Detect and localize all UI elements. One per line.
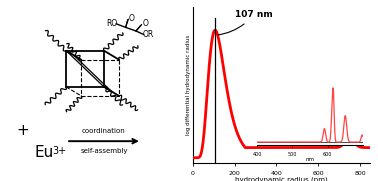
Text: coordination: coordination bbox=[82, 128, 126, 134]
Text: +: + bbox=[16, 123, 29, 138]
Text: Eu: Eu bbox=[34, 145, 53, 159]
Text: O: O bbox=[143, 19, 148, 28]
Text: O: O bbox=[129, 14, 135, 23]
X-axis label: hydrodynamic radius (nm): hydrodynamic radius (nm) bbox=[235, 177, 328, 181]
Y-axis label: log differential hydrodynamic radius: log differential hydrodynamic radius bbox=[186, 35, 191, 135]
X-axis label: nm: nm bbox=[305, 157, 314, 162]
Text: RO: RO bbox=[106, 19, 118, 28]
Text: 107 nm: 107 nm bbox=[218, 10, 272, 35]
Text: OR: OR bbox=[143, 30, 154, 39]
Text: 3+: 3+ bbox=[53, 146, 67, 156]
Text: self-assembly: self-assembly bbox=[80, 148, 128, 154]
